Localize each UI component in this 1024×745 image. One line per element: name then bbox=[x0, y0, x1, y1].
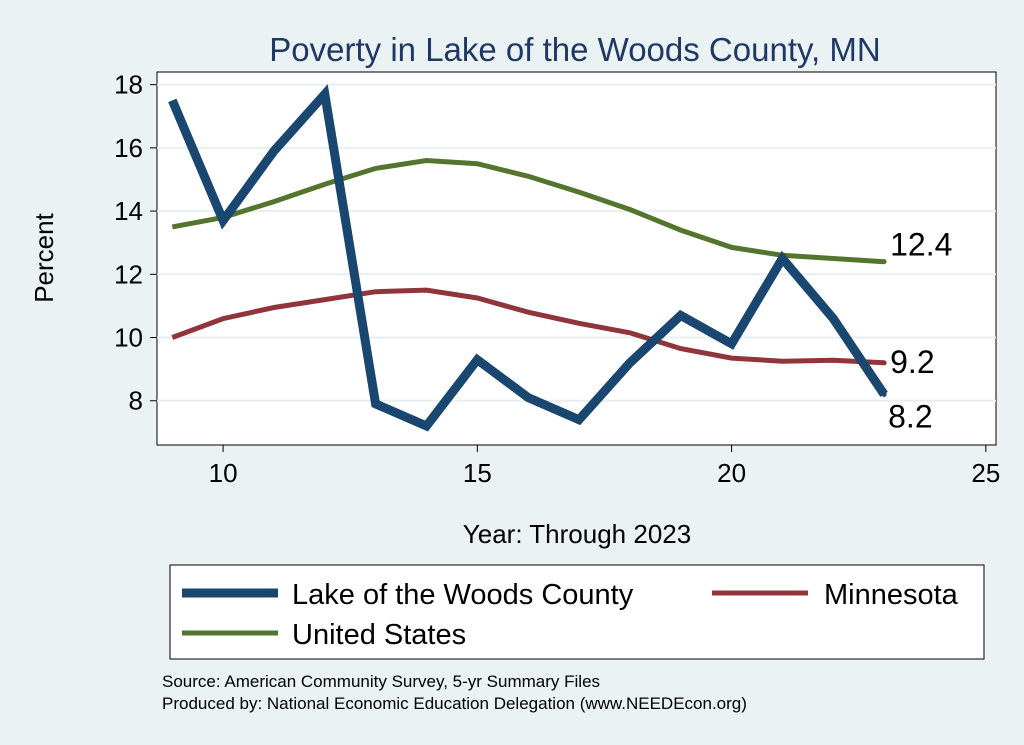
legend-label-lake-of-the-woods-county: Lake of the Woods County bbox=[292, 579, 634, 611]
series-line-united-states bbox=[171, 157, 885, 265]
y-tick-label: 10 bbox=[114, 323, 143, 353]
x-tick-label: 25 bbox=[971, 458, 1000, 488]
y-tick-label: 14 bbox=[114, 196, 143, 226]
y-tick-label: 8 bbox=[129, 386, 143, 416]
legend-label-united-states: United States bbox=[292, 619, 466, 651]
series-line-lake-of-the-woods-county bbox=[168, 84, 888, 432]
legend-box bbox=[169, 564, 985, 660]
end-label-united-states: 12.4 bbox=[890, 227, 952, 263]
y-tick-label: 12 bbox=[114, 259, 143, 289]
chart-title: Poverty in Lake of the Woods County, MN bbox=[269, 31, 880, 68]
x-tick-label: 10 bbox=[209, 458, 238, 488]
y-axis-title: Percent bbox=[29, 212, 59, 302]
end-label-lake-of-the-woods-county: 8.2 bbox=[888, 398, 932, 434]
legend: Lake of the Woods County Minnesota United … bbox=[182, 579, 959, 651]
end-label-minnesota: 9.2 bbox=[890, 344, 934, 380]
legend-label-minnesota: Minnesota bbox=[824, 579, 959, 611]
gridlines bbox=[157, 83, 996, 402]
end-labels: 8.2 9.2 12.4 bbox=[881, 227, 952, 434]
x-tick-label: 20 bbox=[717, 458, 746, 488]
x-tick-label: 15 bbox=[463, 458, 492, 488]
end-point-minnesota bbox=[881, 360, 887, 366]
series-line-minnesota bbox=[171, 287, 885, 366]
series-lines bbox=[168, 84, 888, 432]
y-tick-label: 18 bbox=[114, 70, 143, 100]
x-axis-title: Year: Through 2023 bbox=[463, 519, 691, 549]
y-tick-label: 16 bbox=[114, 133, 143, 163]
y-axis: 8 10 12 14 16 18 bbox=[114, 70, 157, 416]
source-note: Source: American Community Survey, 5-yr … bbox=[162, 672, 600, 691]
end-point-united-states bbox=[881, 259, 887, 265]
end-point-lake-of-the-woods-county bbox=[881, 391, 887, 397]
x-axis: 10 15 20 25 bbox=[209, 445, 1000, 488]
producer-note: Produced by: National Economic Education… bbox=[162, 694, 747, 713]
